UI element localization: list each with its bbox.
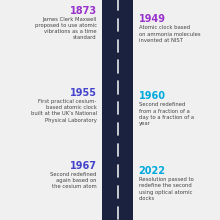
Text: 1873: 1873: [70, 6, 97, 15]
Text: Resolution passed to
redefine the second
using optical atomic
clocks: Resolution passed to redefine the second…: [139, 177, 193, 201]
Text: Atomic clock based
on ammonia molecules
invented at NIST: Atomic clock based on ammonia molecules …: [139, 25, 200, 43]
Text: 1955: 1955: [70, 88, 97, 98]
Text: James Clerk Maxwell
proposed to use atomic
vibrations as a time
standard: James Clerk Maxwell proposed to use atom…: [35, 16, 97, 40]
Text: 1949: 1949: [139, 14, 166, 24]
Text: First practical cesium-
based atomic clock
built at the UK’s National
Physical L: First practical cesium- based atomic clo…: [31, 99, 97, 123]
Text: 1960: 1960: [139, 91, 166, 101]
Bar: [102, 0, 133, 220]
Text: 1967: 1967: [70, 161, 97, 170]
Text: Second redefined
again based on
the cesium atom: Second redefined again based on the cesi…: [50, 172, 97, 189]
Text: 2022: 2022: [139, 166, 166, 176]
Text: Second redefined
from a fraction of a
day to a fraction of a
year: Second redefined from a fraction of a da…: [139, 102, 194, 126]
